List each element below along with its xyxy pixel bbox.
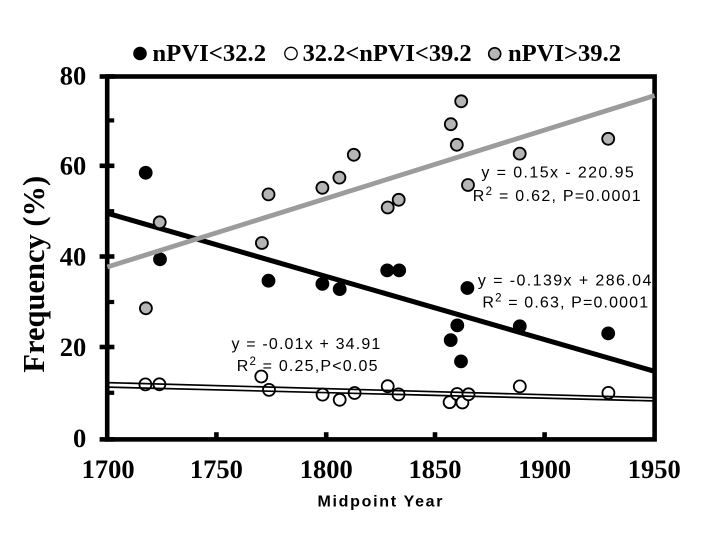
svg-text:32.2<nPVI<39.2: 32.2<nPVI<39.2 [303, 40, 472, 67]
svg-text:1800: 1800 [300, 454, 353, 484]
svg-text:y = -0.01x + 34.91: y = -0.01x + 34.91 [232, 336, 381, 353]
svg-text:Midpoint Year: Midpoint Year [318, 493, 443, 510]
svg-text:40: 40 [60, 241, 87, 271]
svg-text:1750: 1750 [190, 454, 243, 484]
svg-text:R2 = 0.62, P=0.0001: R2 = 0.62, P=0.0001 [473, 186, 642, 205]
svg-text:60: 60 [60, 151, 87, 181]
svg-text:1950: 1950 [628, 454, 681, 484]
svg-text:1700: 1700 [82, 454, 135, 484]
svg-text:Frequency (%): Frequency (%) [17, 176, 51, 373]
svg-text:R2 = 0.25,P<0.05: R2 = 0.25,P<0.05 [237, 356, 379, 375]
svg-text:R2 = 0.63, P=0.0001: R2 = 0.63, P=0.0001 [482, 292, 649, 311]
svg-text:nPVI>39.2: nPVI>39.2 [508, 40, 621, 67]
svg-text:1850: 1850 [409, 454, 462, 484]
svg-text:20: 20 [60, 332, 87, 362]
svg-text:0: 0 [73, 423, 86, 453]
svg-text:1900: 1900 [518, 454, 571, 484]
svg-text:y = 0.15x - 220.95: y = 0.15x - 220.95 [481, 164, 633, 181]
svg-text:80: 80 [60, 61, 87, 91]
svg-text:y = -0.139x + 286.04: y = -0.139x + 286.04 [478, 272, 652, 289]
svg-text:nPVI<32.2: nPVI<32.2 [152, 40, 266, 67]
